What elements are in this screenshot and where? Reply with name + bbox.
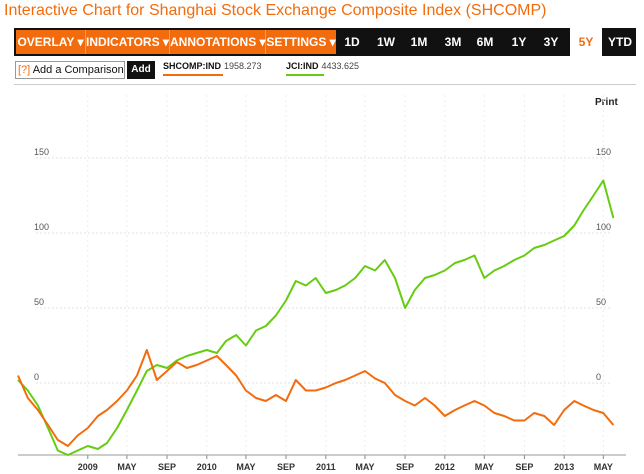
series-line-jci-ind <box>17 179 615 456</box>
legend-item-jci: JCI:IND 4433.625 <box>286 61 359 71</box>
x-tick-label: MAY <box>355 462 374 472</box>
x-tick-label: 2013 <box>554 462 574 472</box>
range-5y-button[interactable]: 5Y <box>570 28 602 56</box>
y-tick-label-right: 0 <box>596 372 601 382</box>
range-ytd-button[interactable]: YTD <box>608 35 632 49</box>
x-tick-label: 2009 <box>78 462 98 472</box>
add-comparison-label: Add a Comparison <box>32 64 124 76</box>
x-tick-label: SEP <box>158 462 176 472</box>
legend-swatch-shcomp <box>163 74 223 76</box>
y-tick-label-left: 100 <box>34 222 49 232</box>
toolbar-divider <box>14 84 636 85</box>
series-line-shcomp-ind <box>17 349 615 447</box>
range-1d-button[interactable]: 1D <box>344 35 360 49</box>
y-tick-label-left: 0 <box>34 372 39 382</box>
settings-menu-button[interactable]: SETTINGS ▾ <box>266 30 336 54</box>
legend-symbol: JCI:IND <box>286 61 319 71</box>
print-link[interactable]: Print <box>595 97 618 108</box>
range-6m-button[interactable]: 6M <box>476 35 494 49</box>
legend-value: 4433.625 <box>321 61 360 71</box>
legend-item-shcomp: SHCOMP:IND 1958.273 <box>163 61 262 71</box>
x-tick-label: SEP <box>396 462 414 472</box>
page-title: Interactive Chart for Shanghai Stock Exc… <box>4 2 547 19</box>
x-tick-label: MAY <box>594 462 613 472</box>
add-comparison-button[interactable]: Add <box>127 61 155 79</box>
x-tick-label: SEP <box>515 462 533 472</box>
range-1y-button[interactable]: 1Y <box>511 35 527 49</box>
legend-value: 1958.273 <box>224 61 262 71</box>
y-tick-label-left: 50 <box>34 297 44 307</box>
range-1m-button[interactable]: 1M <box>410 35 428 49</box>
range-3y-button[interactable]: 3Y <box>543 35 559 49</box>
indicators-menu-button[interactable]: INDICATORS ▾ <box>86 30 170 54</box>
add-comparison-input[interactable]: [?] Add a Comparison <box>15 61 125 79</box>
help-icon[interactable]: [?] <box>18 64 31 76</box>
annotations-menu-button[interactable]: ANNOTATIONS ▾ <box>170 30 266 54</box>
x-tick-label: MAY <box>475 462 494 472</box>
range-1w-button[interactable]: 1W <box>377 35 395 49</box>
y-tick-label-left: 150 <box>34 147 49 157</box>
x-tick-label: MAY <box>117 462 136 472</box>
range-3m-button[interactable]: 3M <box>444 35 462 49</box>
x-tick-label: 2011 <box>316 462 336 472</box>
chart-toolbar: OVERLAY ▾ INDICATORS ▾ ANNOTATIONS ▾ SET… <box>14 28 636 56</box>
x-tick-label: 2012 <box>435 462 455 472</box>
overlay-menu-button[interactable]: OVERLAY ▾ <box>16 30 86 54</box>
x-tick-label: 2010 <box>197 462 217 472</box>
x-tick-label: SEP <box>277 462 295 472</box>
y-tick-label-right: 50 <box>596 297 606 307</box>
legend-symbol: SHCOMP:IND <box>163 61 221 71</box>
x-tick-label: MAY <box>236 462 255 472</box>
legend-swatch-jci <box>286 74 324 76</box>
